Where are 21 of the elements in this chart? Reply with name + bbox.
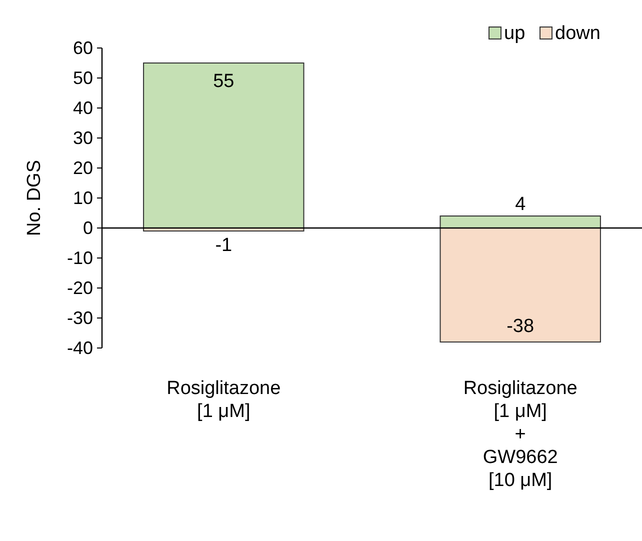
data-label: 55 xyxy=(213,71,234,92)
y-tick-label: 40 xyxy=(72,98,93,118)
data-label: -1 xyxy=(215,235,232,256)
y-tick-label: -30 xyxy=(66,308,93,328)
y-tick-label: 0 xyxy=(82,218,93,238)
x-tick-label: Rosiglitazone [1 μM] xyxy=(166,378,281,422)
y-tick-label: 60 xyxy=(72,38,93,58)
bar xyxy=(143,62,304,228)
data-label: 4 xyxy=(515,194,526,215)
y-axis-title: No. DGS xyxy=(24,160,45,236)
y-tick-label: -40 xyxy=(66,338,93,358)
data-label: -38 xyxy=(506,316,534,337)
y-tick-label: 30 xyxy=(72,128,93,148)
y-tick-label: -10 xyxy=(66,248,93,268)
legend-label: up xyxy=(504,23,526,44)
legend-label: down xyxy=(555,23,600,44)
y-tick-label: 20 xyxy=(72,158,93,178)
y-tick-label: 50 xyxy=(72,68,93,88)
y-tick-label: 10 xyxy=(72,188,93,208)
y-tick-label: -20 xyxy=(66,278,93,298)
x-tick-label: Rosiglitazone [1 μM] + GW9662 [10 μM] xyxy=(463,378,578,491)
